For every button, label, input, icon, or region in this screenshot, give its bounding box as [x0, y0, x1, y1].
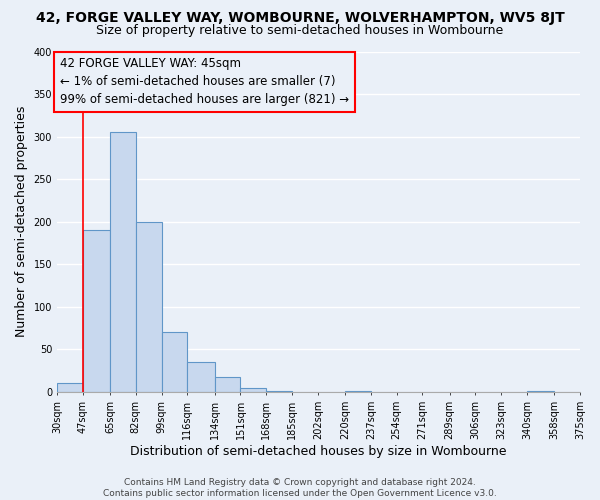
Bar [241, 388, 266, 392]
Bar [266, 391, 292, 392]
Bar [83, 230, 110, 392]
Text: 42, FORGE VALLEY WAY, WOMBOURNE, WOLVERHAMPTON, WV5 8JT: 42, FORGE VALLEY WAY, WOMBOURNE, WOLVERH… [35, 11, 565, 25]
Bar [57, 384, 83, 392]
Text: Contains HM Land Registry data © Crown copyright and database right 2024.
Contai: Contains HM Land Registry data © Crown c… [103, 478, 497, 498]
Text: Size of property relative to semi-detached houses in Wombourne: Size of property relative to semi-detach… [97, 24, 503, 37]
Bar [136, 222, 161, 392]
X-axis label: Distribution of semi-detached houses by size in Wombourne: Distribution of semi-detached houses by … [130, 444, 507, 458]
Bar [110, 132, 136, 392]
Bar [527, 391, 554, 392]
Bar [345, 391, 371, 392]
Bar [215, 378, 241, 392]
Bar [161, 332, 187, 392]
Text: 42 FORGE VALLEY WAY: 45sqm
← 1% of semi-detached houses are smaller (7)
99% of s: 42 FORGE VALLEY WAY: 45sqm ← 1% of semi-… [60, 58, 349, 106]
Y-axis label: Number of semi-detached properties: Number of semi-detached properties [15, 106, 28, 338]
Bar [187, 362, 215, 392]
